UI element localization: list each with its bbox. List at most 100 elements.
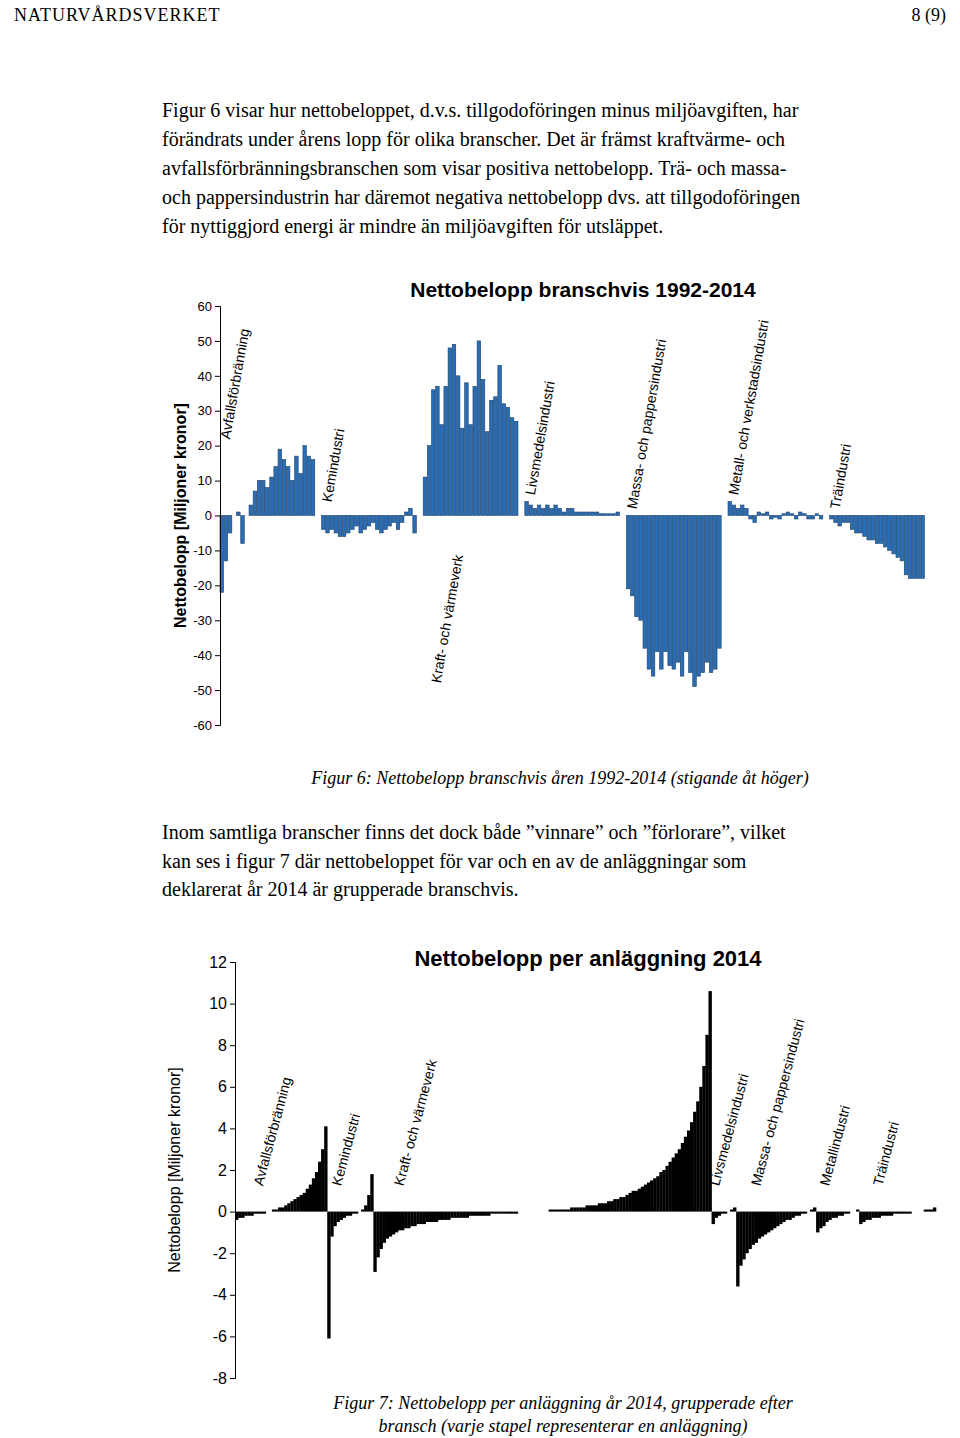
bar bbox=[604, 1203, 607, 1211]
bar bbox=[662, 1170, 665, 1212]
bar bbox=[608, 514, 612, 516]
bar bbox=[850, 1211, 853, 1212]
bar bbox=[813, 1207, 816, 1211]
bar bbox=[616, 1199, 619, 1211]
bar bbox=[407, 1212, 410, 1229]
bar bbox=[626, 516, 630, 589]
bar bbox=[241, 516, 245, 544]
bar bbox=[330, 516, 334, 530]
bar bbox=[346, 1212, 349, 1216]
bar bbox=[887, 1212, 890, 1216]
bar bbox=[684, 1137, 687, 1212]
chart-title: Nettobelopp per anläggning 2014 bbox=[414, 946, 762, 971]
bar bbox=[875, 1212, 878, 1218]
bar-group bbox=[220, 446, 315, 593]
bar-group bbox=[712, 1207, 737, 1224]
chart-title: Nettobelopp branschvis 1992-2014 bbox=[410, 278, 756, 301]
bar bbox=[647, 516, 651, 670]
bar bbox=[856, 1210, 859, 1212]
bar bbox=[290, 1201, 293, 1211]
bar bbox=[370, 1174, 373, 1211]
bar bbox=[296, 1197, 299, 1212]
bar bbox=[807, 1211, 810, 1212]
bar bbox=[573, 1207, 576, 1211]
bar bbox=[884, 516, 888, 547]
paragraph-line: förändrats under årens lopp för olika br… bbox=[162, 128, 785, 151]
bar bbox=[318, 1162, 321, 1212]
bar-group bbox=[525, 502, 620, 516]
bar bbox=[367, 1195, 370, 1212]
bar bbox=[582, 1207, 585, 1211]
bar bbox=[518, 1211, 521, 1212]
bar bbox=[432, 390, 436, 516]
y-tick-label: 20 bbox=[198, 438, 212, 453]
y-tick-mark bbox=[215, 725, 220, 726]
bar bbox=[651, 516, 655, 677]
bar bbox=[493, 1212, 496, 1214]
bar bbox=[676, 516, 680, 663]
bar bbox=[718, 516, 722, 649]
y-tick-mark bbox=[230, 1212, 235, 1213]
bar bbox=[635, 1191, 638, 1212]
bar bbox=[384, 516, 388, 530]
bar bbox=[321, 1149, 324, 1211]
bar bbox=[782, 514, 786, 516]
bar bbox=[490, 1212, 493, 1214]
bar bbox=[287, 1203, 290, 1211]
bar bbox=[426, 1212, 429, 1222]
bar bbox=[576, 1207, 579, 1211]
bar bbox=[879, 516, 883, 544]
bar bbox=[340, 1212, 343, 1220]
y-tick-label: -60 bbox=[193, 718, 212, 733]
bar bbox=[266, 1211, 269, 1212]
bar bbox=[632, 1191, 635, 1212]
bar bbox=[616, 512, 620, 515]
paragraph-line: och pappersindustrin har däremot negativ… bbox=[162, 186, 800, 209]
y-tick-mark bbox=[215, 341, 220, 342]
bar bbox=[862, 1212, 865, 1222]
bar bbox=[664, 516, 668, 652]
group-label: Avfallsförbränning bbox=[217, 327, 252, 440]
bar bbox=[838, 516, 842, 526]
group-label: Träindustri bbox=[827, 443, 854, 510]
bar bbox=[888, 516, 892, 551]
bar bbox=[481, 1212, 484, 1216]
bar bbox=[270, 477, 274, 515]
bar bbox=[740, 505, 744, 515]
bar bbox=[244, 1212, 247, 1216]
bar bbox=[481, 379, 485, 515]
y-tick-label: -50 bbox=[193, 683, 212, 698]
y-tick-label: 10 bbox=[209, 995, 227, 1012]
bar bbox=[893, 1212, 896, 1214]
bar bbox=[680, 516, 684, 677]
y-tick-mark bbox=[215, 585, 220, 586]
bar bbox=[643, 516, 647, 649]
bar bbox=[655, 516, 659, 652]
bar bbox=[413, 516, 417, 533]
bar bbox=[525, 502, 529, 516]
bar bbox=[487, 1212, 490, 1216]
y-axis: -8-6-4-2024681012 bbox=[209, 954, 235, 1387]
bar bbox=[274, 467, 278, 516]
bar bbox=[478, 1212, 481, 1216]
bar bbox=[498, 365, 502, 515]
bar bbox=[917, 516, 921, 579]
bar bbox=[774, 516, 778, 518]
bar bbox=[533, 1211, 536, 1212]
y-tick-mark bbox=[230, 1295, 235, 1296]
bar-group bbox=[830, 516, 925, 579]
bar bbox=[647, 1182, 650, 1211]
bar-group bbox=[423, 341, 518, 516]
bar bbox=[527, 1211, 530, 1212]
bar bbox=[566, 509, 570, 516]
bar bbox=[718, 1212, 721, 1216]
bar bbox=[659, 1172, 662, 1212]
y-tick-mark bbox=[215, 620, 220, 621]
bar bbox=[311, 460, 315, 516]
bar-group bbox=[728, 502, 823, 523]
y-tick: 0 bbox=[218, 1203, 235, 1220]
y-tick-label: 0 bbox=[205, 508, 212, 523]
bar bbox=[613, 1199, 616, 1211]
y-tick-label: 4 bbox=[218, 1120, 227, 1137]
bar bbox=[355, 516, 359, 526]
